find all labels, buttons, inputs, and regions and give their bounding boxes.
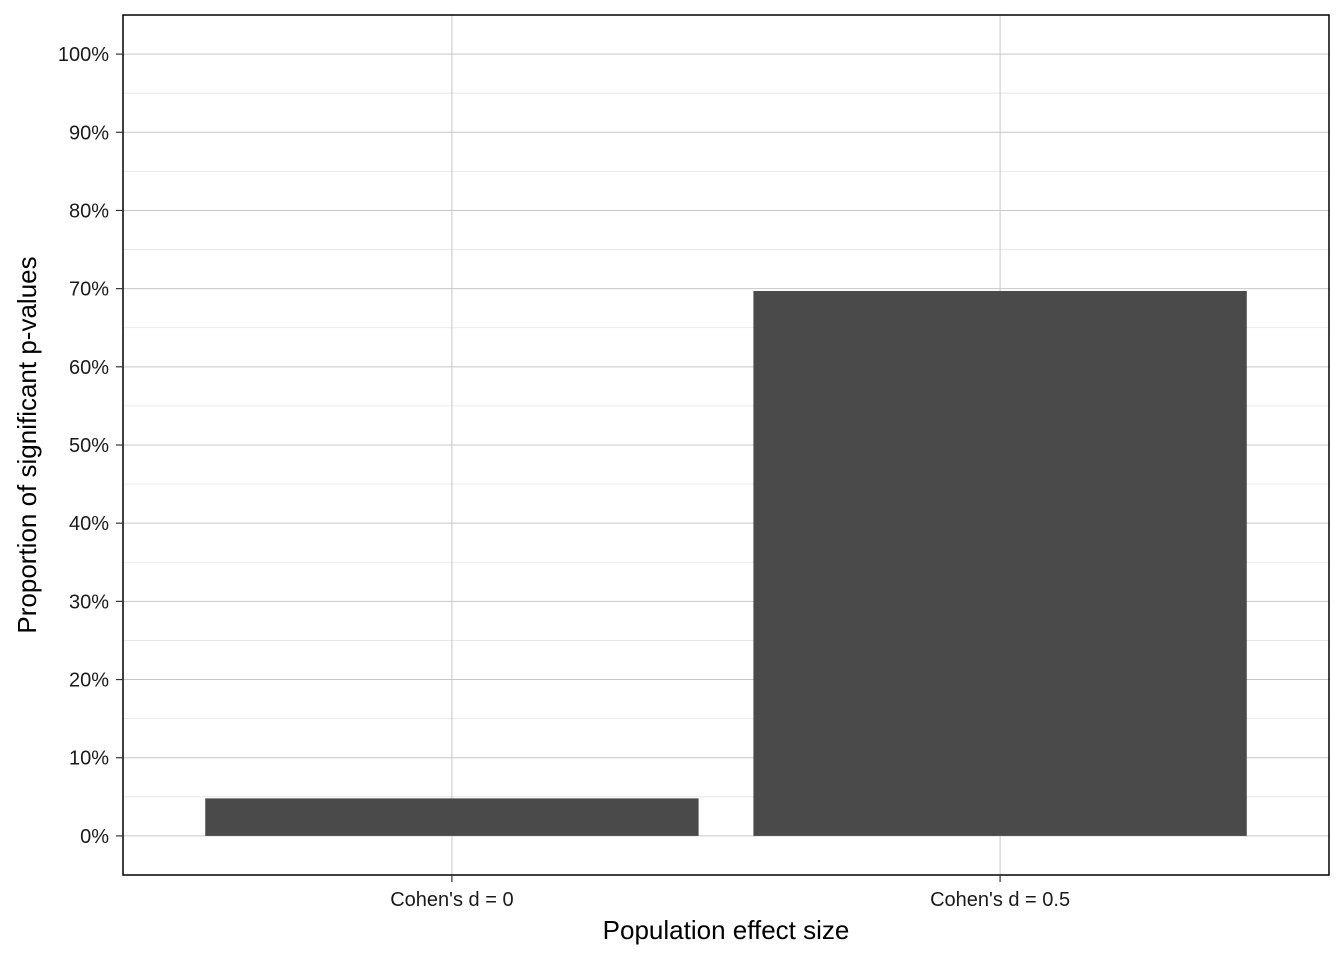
y-axis-title: Proportion of significant p-values: [12, 256, 42, 633]
bars: [205, 290, 1247, 836]
y-tick-label: 100%: [58, 44, 109, 66]
y-axis: 0% 10% 20% 30% 40% 50% 60% 70% 80% 90% 100%: [58, 44, 123, 848]
y-tick-label: 10%: [69, 748, 109, 770]
minor-gridlines: [123, 92, 1329, 798]
y-tick-label: 60%: [69, 357, 109, 379]
y-tick-label: 80%: [69, 200, 109, 222]
y-tick-label: 50%: [69, 435, 109, 457]
bar: [753, 290, 1247, 836]
x-tick-label: Cohen's d = 0.5: [930, 889, 1070, 911]
x-tick-label: Cohen's d = 0: [390, 889, 513, 911]
y-tick-label: 30%: [69, 591, 109, 613]
bar: [205, 798, 699, 836]
x-axis: Cohen's d = 0 Cohen's d = 0.5: [390, 875, 1070, 911]
y-tick-label: 70%: [69, 279, 109, 301]
y-tick-label: 20%: [69, 670, 109, 692]
y-tick-label: 40%: [69, 513, 109, 535]
y-tick-label: 0%: [80, 826, 109, 848]
y-tick-label: 90%: [69, 122, 109, 144]
x-axis-title: Population effect size: [603, 915, 850, 945]
